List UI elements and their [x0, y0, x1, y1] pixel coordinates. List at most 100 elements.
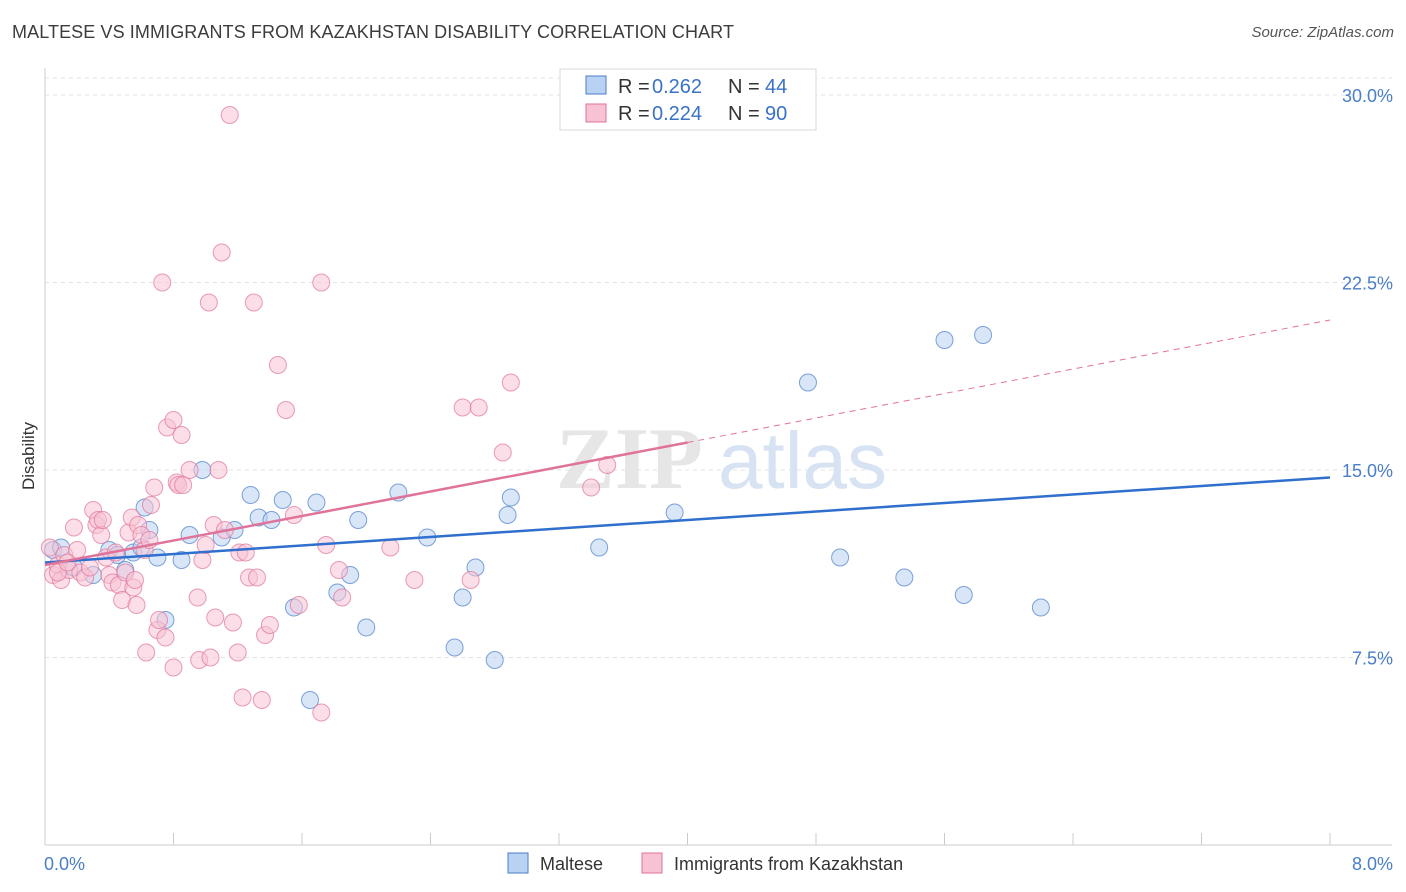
y-tick-label-2: 22.5% [1342, 274, 1393, 294]
point-s1-72 [312, 273, 331, 292]
point-s0-14 [180, 526, 199, 544]
tick-labels: 7.5% 15.0% 22.5% 30.0% 0.0% 8.0% [44, 86, 1393, 874]
trend-line-maltese [44, 476, 1331, 564]
point-s1-58 [228, 643, 247, 662]
point-s1-36 [156, 628, 175, 647]
y-tick-label-0: 7.5% [1352, 649, 1393, 669]
point-s1-43 [174, 476, 193, 494]
point-s0-27 [349, 511, 368, 529]
point-s1-80 [469, 398, 488, 417]
point-s1-32 [145, 478, 164, 497]
series-legend: Maltese Immigrants from Kazakhstan [507, 852, 903, 874]
point-s1-75 [333, 588, 352, 607]
point-s0-28 [357, 618, 376, 637]
point-s1-42 [172, 426, 191, 444]
point-s1-81 [461, 571, 480, 589]
series-legend-label-kazakhstan: Immigrants from Kazakhstan [674, 854, 903, 874]
series-legend-swatch-maltese [507, 852, 529, 874]
point-s1-57 [223, 613, 242, 632]
point-s0-41 [895, 568, 914, 587]
watermark: ZIP atlas [556, 411, 887, 508]
point-s0-23 [301, 691, 320, 709]
point-s1-83 [501, 373, 520, 392]
point-s1-63 [244, 293, 263, 312]
point-s1-76 [312, 703, 331, 722]
point-s1-67 [260, 616, 279, 634]
point-s1-70 [284, 506, 303, 524]
point-s0-39 [798, 373, 817, 392]
y-tick-label-1: 15.0% [1342, 461, 1393, 481]
legend-n-value-2: 90 [765, 103, 787, 125]
y-axis-title: Disability [19, 421, 38, 490]
point-s0-38 [665, 503, 684, 522]
point-s1-78 [405, 571, 424, 589]
series-legend-label-maltese: Maltese [540, 854, 603, 874]
point-s1-48 [196, 536, 215, 554]
point-s0-36 [501, 488, 520, 507]
legend-n-label-2: N = [728, 103, 760, 125]
legend-swatch-maltese [585, 75, 607, 95]
x-tick-label-1: 8.0% [1352, 854, 1393, 874]
point-s0-21 [273, 491, 292, 509]
point-s1-50 [201, 648, 220, 667]
legend-r-label-1: R = [618, 76, 650, 98]
point-s1-69 [276, 401, 295, 419]
point-s1-25 [127, 596, 146, 614]
point-s1-61 [236, 543, 255, 562]
trend-line-kazakhstan [44, 441, 688, 567]
point-s1-29 [137, 643, 156, 662]
point-s1-68 [268, 356, 287, 374]
point-s0-45 [1031, 598, 1050, 617]
point-s1-47 [193, 551, 212, 569]
point-s0-37 [590, 538, 609, 557]
point-s1-74 [329, 561, 348, 579]
point-s1-89 [125, 571, 144, 589]
point-s1-56 [220, 106, 239, 124]
point-s0-31 [445, 638, 464, 657]
series-legend-swatch-kazakhstan [641, 852, 663, 874]
watermark-atlas: atlas [718, 416, 887, 505]
point-s1-34 [150, 611, 169, 629]
point-s1-88 [93, 511, 112, 529]
point-s1-64 [248, 568, 267, 587]
point-s1-38 [164, 411, 183, 429]
point-s1-14 [92, 526, 111, 544]
point-s1-45 [188, 588, 207, 607]
data-points [40, 106, 1050, 722]
point-s1-77 [381, 538, 400, 557]
point-s0-44 [974, 326, 993, 344]
point-s0-35 [498, 506, 517, 524]
point-s1-0 [40, 538, 59, 557]
point-s1-31 [142, 496, 161, 514]
point-s1-60 [233, 688, 252, 707]
watermark-zip: ZIP [556, 411, 703, 508]
legend-r-value-2: 0.224 [652, 103, 702, 125]
point-s0-40 [831, 548, 850, 567]
trend-lines [44, 319, 1331, 567]
legend-r-label-2: R = [618, 103, 650, 125]
legend-n-value-1: 44 [765, 76, 787, 98]
x-tick-label-0: 0.0% [44, 854, 85, 874]
stats-legend: R = 0.262 N = 44 R = 0.224 N = 90 [559, 68, 817, 131]
point-s1-79 [453, 398, 472, 417]
chart-title: MALTESE VS IMMIGRANTS FROM KAZAKHSTAN DI… [12, 22, 735, 42]
y-tick-label-3: 30.0% [1342, 86, 1393, 106]
chart-source: Source: ZipAtlas.com [1251, 24, 1394, 41]
point-s0-32 [453, 588, 472, 607]
point-s1-52 [206, 608, 225, 627]
axes [44, 68, 1392, 846]
point-s1-39 [164, 658, 183, 677]
point-s1-82 [493, 443, 512, 462]
point-s1-71 [289, 596, 308, 614]
point-s1-35 [153, 273, 172, 292]
point-s0-13 [172, 551, 191, 569]
point-s1-10 [80, 558, 99, 577]
legend-n-label-1: N = [728, 76, 760, 98]
point-s1-6 [64, 518, 83, 537]
point-s0-43 [954, 586, 973, 604]
point-s1-84 [582, 478, 601, 497]
point-s1-53 [209, 461, 228, 479]
point-s1-49 [199, 293, 218, 312]
point-s0-42 [935, 331, 954, 349]
